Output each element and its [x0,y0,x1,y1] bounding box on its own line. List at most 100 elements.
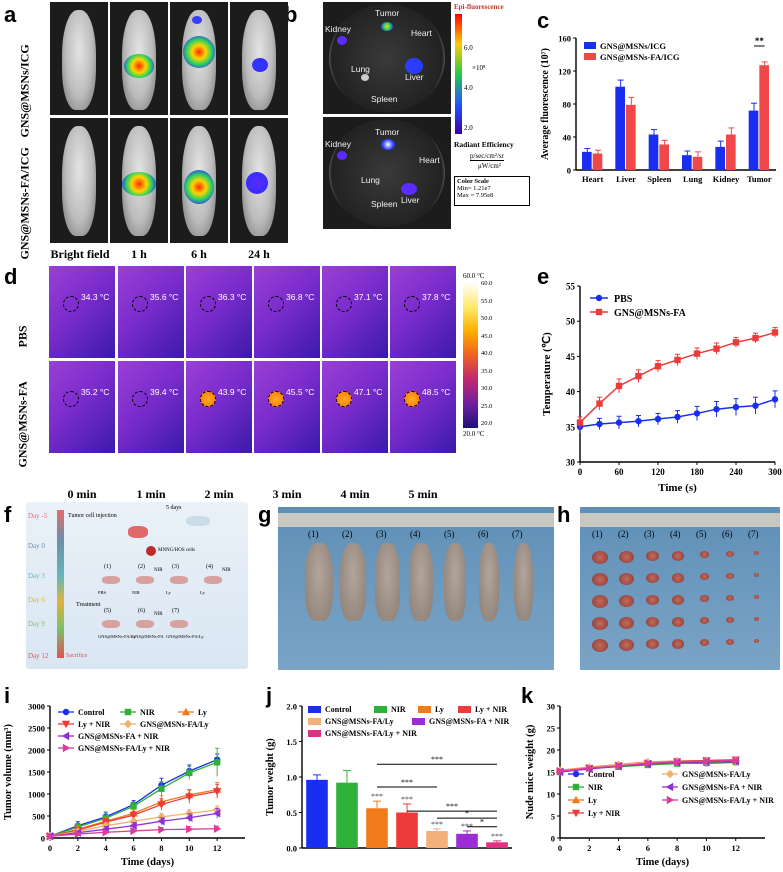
y-tick-label: 45 [566,352,576,362]
timeline-day: Day 6 [28,596,45,604]
y-tick-label: 1000 [28,790,45,800]
y-axis-label: Tumor weight (g) [265,738,276,816]
temperature-label: 39.4 °C [150,387,179,397]
data-point [752,334,759,342]
legend-label: GNS@MSNs-FA/Ly + NIR [325,729,417,738]
measure-spot [404,296,420,312]
data-point [571,809,581,818]
group-name: GNS@MSNs-FA/Ly [98,634,136,639]
panel-a-row-label: GNS@MSNs/ICG [17,44,32,138]
significance-label: *** [431,820,443,829]
data-point [771,329,779,336]
legend-label: Ly + NIR [475,705,507,714]
x-tick-label: Spleen [647,174,671,184]
legend-label: GNS@MSNs-FA [614,308,687,319]
y-axis-label: Temperature (℃) [541,332,553,416]
data-point [571,795,581,804]
y-tick-label: 80 [563,100,572,110]
tumor [618,639,634,651]
data-point [213,824,222,833]
bar [426,830,448,848]
scale-tick: 4.0 [464,84,473,92]
mouse-illustration [204,576,222,584]
timeline-bar [57,510,64,658]
panel-label-f: f [4,502,12,527]
timeline-day: Day 0 [28,542,45,550]
group-label: (1) [308,529,319,539]
y-tick-label: 1.0 [286,773,297,783]
bar [456,833,478,848]
thermo-scale-tick: 25.0 [481,402,493,410]
scale-tick: 2.0 [464,124,473,132]
y-tick-label: 0.5 [286,808,297,818]
group-label: (7) [512,529,523,539]
group-label: (3) [644,529,655,539]
significance-label: *** [401,795,413,804]
tumor [645,551,659,562]
time-label: 4 min [340,487,370,501]
legend-label: PBS [614,294,633,305]
data-point [186,825,194,834]
time-label: 5 min [408,487,438,501]
group-label: (5) [696,529,707,539]
thermal-image: 39.4 °C [118,361,184,453]
legend-swatch [308,706,321,713]
data-point [771,396,779,403]
data-point [186,769,193,777]
temperature-label: 35.2 °C [81,387,110,397]
five-days-label: 5 days [166,505,182,511]
mouse [409,543,433,621]
tumor [672,551,684,561]
y-tick-label: 0 [41,834,45,844]
y-tick-label: 1.5 [286,737,297,747]
organ-imaging-2: Tumor Heart Liver Spleen Lung Kidney [323,117,451,229]
x-tick-label: 6 [646,843,650,853]
ivis-image [230,118,288,243]
y-tick-label: 0.0 [286,844,297,854]
x-tick-label: 0 [578,467,583,477]
data-point [635,372,642,380]
temperature-label: 48.5 °C [422,387,451,397]
data-point [615,761,623,771]
tumor [592,639,608,652]
bar [748,110,759,170]
legend-swatch [374,706,387,713]
legend-swatch [412,718,425,725]
data-point [157,801,166,809]
nir-label: NIR [154,612,163,617]
tumor [618,573,634,585]
legend-label: GNS@MSNs-FA/Ly + NIR [682,796,774,805]
legend-label: Ly [435,705,444,714]
data-point [752,402,759,409]
x-tick-label: 240 [729,467,743,477]
mouse [444,543,466,621]
legend-swatch [584,42,596,49]
significance-label: *** [446,802,458,811]
panel-label-h: h [557,502,571,527]
y-tick-label: 1500 [28,768,45,778]
legend-label: Ly + NIR [588,809,620,818]
group-number: (5) [104,608,111,614]
bar [366,808,388,848]
panel-label-a: a [4,2,17,27]
chart-e: 30 35 40 45 50 55 Temperature (℃) Time (s) 0 60 12… [541,282,782,494]
significance-label: * [465,809,469,818]
group-label: (2) [618,529,629,539]
measure-spot [63,296,79,312]
legend-label: GNS@MSNs-FA/Ly [682,770,751,779]
significance-label: *** [431,755,443,764]
legend-label: GNS@MSNs-FA/Ly [140,720,209,729]
time-label: 1 min [136,487,166,501]
panel-a-col-label: 1 h [131,247,147,261]
mouse [478,543,500,621]
y-tick-label: 35 [566,422,576,432]
data-point [732,339,740,346]
y-tick-label: 40 [566,387,576,397]
ivis-image [110,2,168,115]
significance-label: *** [371,792,383,801]
data-point [596,420,603,428]
x-tick-label: Tumor [747,174,772,184]
tumor [645,573,659,584]
y-tick-label: 2000 [28,746,45,756]
y-tick-label: 40 [563,133,572,143]
